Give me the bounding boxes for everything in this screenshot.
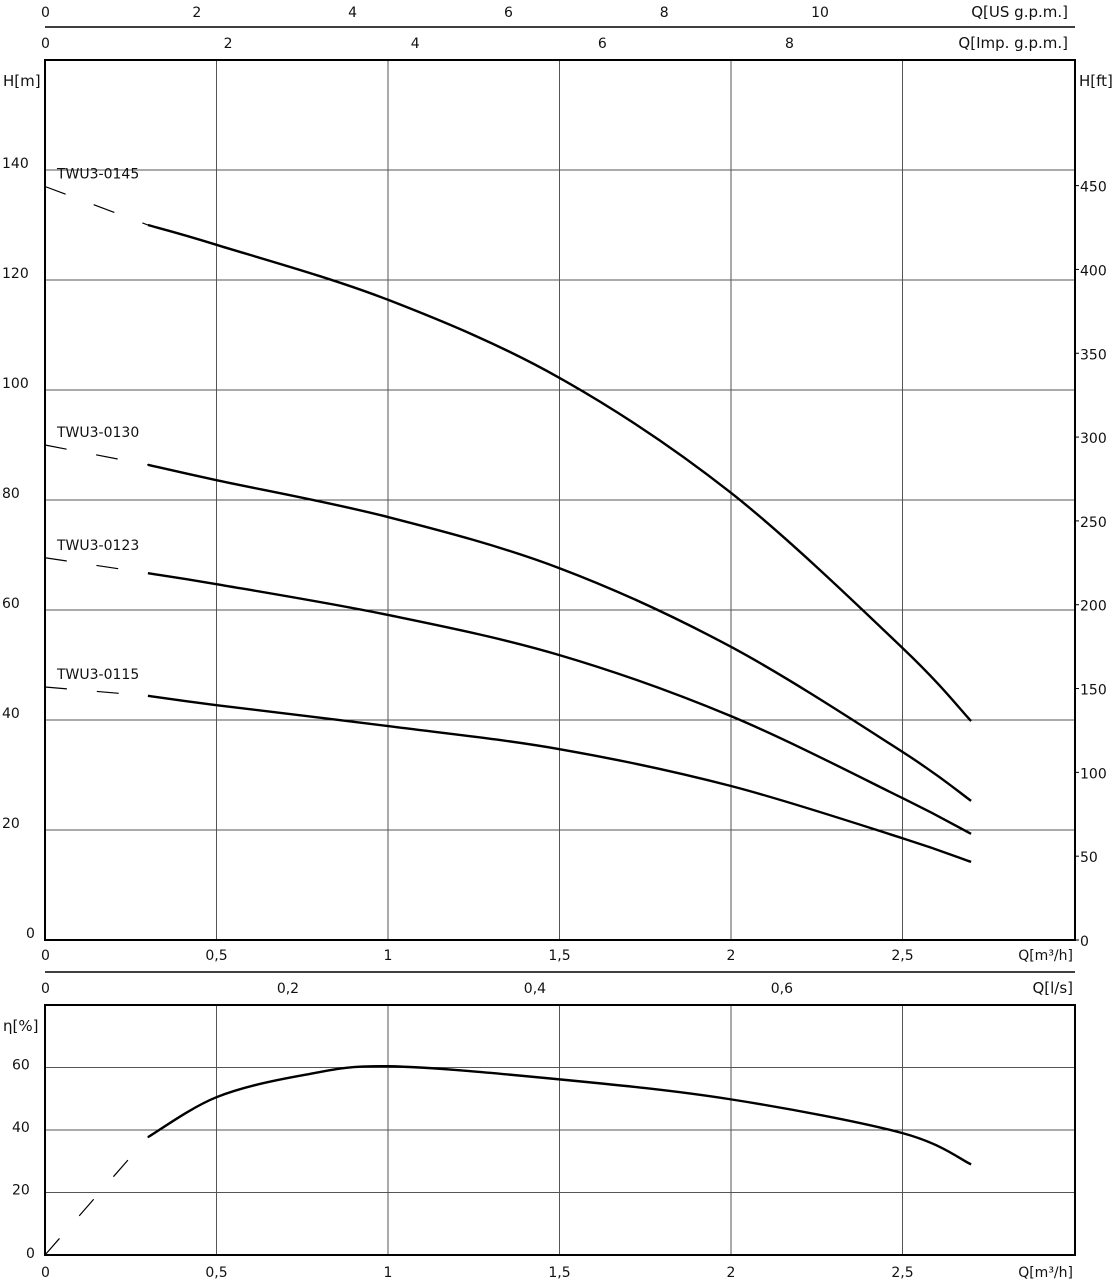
eta-x-tick-label: 1,5 xyxy=(548,1265,570,1280)
y2-tick-label: 450 xyxy=(1080,180,1107,196)
ls-tick-label: 0,4 xyxy=(524,981,546,997)
top-axis-tick-label: 10 xyxy=(811,5,829,21)
eta-x-tick-label: 0 xyxy=(41,1265,50,1280)
eta-x-tick-label: 2,5 xyxy=(891,1265,913,1280)
eta-x-axis-label: Q[m³/h] xyxy=(1018,1265,1073,1280)
y-tick-label: 0 xyxy=(26,926,35,942)
x-tick-label: 2 xyxy=(727,948,736,964)
y-tick-label: 20 xyxy=(2,816,20,832)
series-label: TWU3-0115 xyxy=(56,667,139,683)
plot-frame-head xyxy=(44,59,1076,941)
y2-tick-label: 0 xyxy=(1080,934,1089,950)
x-tick-label: 0 xyxy=(41,948,50,964)
top-axis-tick-label: 8 xyxy=(785,36,794,52)
series-label: TWU3-0130 xyxy=(56,425,139,441)
y2-tick-label: 50 xyxy=(1080,850,1098,866)
ls-tick-label: 0 xyxy=(41,981,50,997)
y2-tick-label: 200 xyxy=(1080,599,1107,615)
series-dashed-TWU3-0145 xyxy=(44,185,149,226)
ls-axis-label: Q[l/s] xyxy=(1032,979,1073,997)
top-axis-tick-label: 0 xyxy=(41,5,50,21)
ls-tick-label: 0,2 xyxy=(277,981,299,997)
y-axis-label: H[m] xyxy=(3,72,41,90)
series-dashed-TWU3-0130 xyxy=(44,444,149,466)
x-tick-label: 2,5 xyxy=(891,948,913,964)
y-tick-label: 100 xyxy=(2,376,29,392)
eta-y-tick-label: 0 xyxy=(26,1246,35,1262)
plot-frame-eta xyxy=(44,1004,1076,1256)
series-label: TWU3-0145 xyxy=(56,167,139,183)
top-axis-tick-label: 2 xyxy=(192,5,201,21)
ls-tick-label: 0,6 xyxy=(771,981,793,997)
y2-tick-label: 100 xyxy=(1080,766,1107,782)
eta-y-axis-label: η[%] xyxy=(3,1017,38,1035)
eta-y-tick-label: 40 xyxy=(12,1120,30,1136)
top-axis-label: Q[Imp. g.p.m.] xyxy=(958,34,1068,52)
y2-tick-label: 250 xyxy=(1080,515,1107,531)
top-axis-tick-label: 0 xyxy=(41,36,50,52)
top-axis-tick-label: 4 xyxy=(411,36,420,52)
y-tick-label: 80 xyxy=(2,486,20,502)
series-label: TWU3-0123 xyxy=(56,538,139,554)
y-tick-label: 60 xyxy=(2,596,20,612)
eta-y-tick-label: 20 xyxy=(12,1183,30,1199)
y2-tick-label: 400 xyxy=(1080,263,1107,279)
eta-x-tick-label: 0,5 xyxy=(205,1265,227,1280)
series-dashed-TWU3-0123 xyxy=(44,557,148,574)
top-axis-tick-label: 2 xyxy=(224,36,233,52)
top-axis-label: Q[US g.p.m.] xyxy=(971,3,1068,21)
eta-x-tick-label: 1 xyxy=(384,1265,393,1280)
y-tick-label: 140 xyxy=(2,156,29,172)
x-tick-label: 1 xyxy=(384,948,393,964)
y2-axis-label: H[ft] xyxy=(1079,72,1113,90)
y2-tick-label: 350 xyxy=(1080,347,1107,363)
top-axis-tick-label: 6 xyxy=(504,5,513,21)
top-axis-tick-label: 6 xyxy=(598,36,607,52)
y2-tick-label: 300 xyxy=(1080,431,1107,447)
series-line-TWU3-0145 xyxy=(147,223,972,722)
eta-series-line xyxy=(147,1064,972,1166)
top-axis-tick-label: 8 xyxy=(660,5,669,21)
series-line-TWU3-0130 xyxy=(147,463,972,802)
eta-series-dashed xyxy=(44,1136,149,1256)
top-axis-tick-label: 4 xyxy=(348,5,357,21)
series-line-TWU3-0123 xyxy=(147,571,972,835)
eta-y-tick-label: 60 xyxy=(12,1058,30,1074)
series-line-TWU3-0115 xyxy=(147,694,972,864)
x-axis-label: Q[m³/h] xyxy=(1018,948,1073,964)
series-dashed-TWU3-0115 xyxy=(44,686,148,697)
x-tick-label: 1,5 xyxy=(548,948,570,964)
x-tick-label: 0,5 xyxy=(205,948,227,964)
y2-tick-label: 150 xyxy=(1080,683,1107,699)
y-tick-label: 120 xyxy=(2,266,29,282)
y-tick-label: 40 xyxy=(2,706,20,722)
eta-x-tick-label: 2 xyxy=(727,1265,736,1280)
